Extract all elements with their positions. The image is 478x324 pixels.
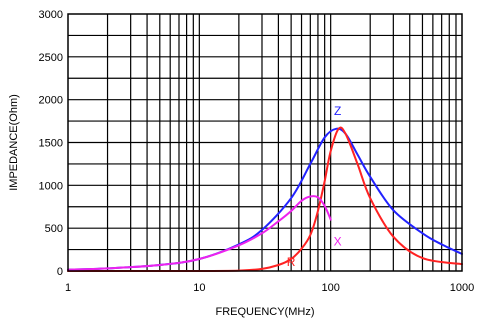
x-tick-label: 10 [193, 282, 205, 294]
x-tick-label: 100 [321, 282, 339, 294]
x-tick-label: 1000 [450, 282, 474, 294]
series-line-x [67, 195, 332, 271]
x-tick-label: 1 [65, 282, 71, 294]
series-labels: Z R X [287, 104, 342, 269]
x-tick-labels: 1 10 100 1000 [65, 282, 474, 294]
y-tick-label: 0 [57, 266, 63, 278]
series-line-r [67, 126, 463, 273]
plot-frame [67, 13, 463, 272]
series-label-z: Z [334, 104, 341, 118]
y-tick-label: 3000 [39, 9, 63, 21]
series-label-r: R [287, 255, 296, 269]
y-axis-title: IMPEDANCE(Ohm) [8, 94, 20, 191]
y-tick-label: 500 [45, 223, 63, 235]
y-tick-labels: 0 500 1000 1500 2000 2500 3000 [39, 9, 63, 278]
series-line-z [67, 127, 463, 271]
y-tick-label: 2000 [39, 95, 63, 107]
series-layer [67, 126, 463, 273]
y-tick-label: 1000 [39, 180, 63, 192]
y-tick-label: 2500 [39, 52, 63, 64]
grid-lines [68, 14, 462, 271]
series-label-x: X [334, 234, 342, 248]
y-tick-label: 1500 [39, 138, 63, 150]
x-axis-title: FREQUENCY(MHz) [216, 306, 315, 318]
